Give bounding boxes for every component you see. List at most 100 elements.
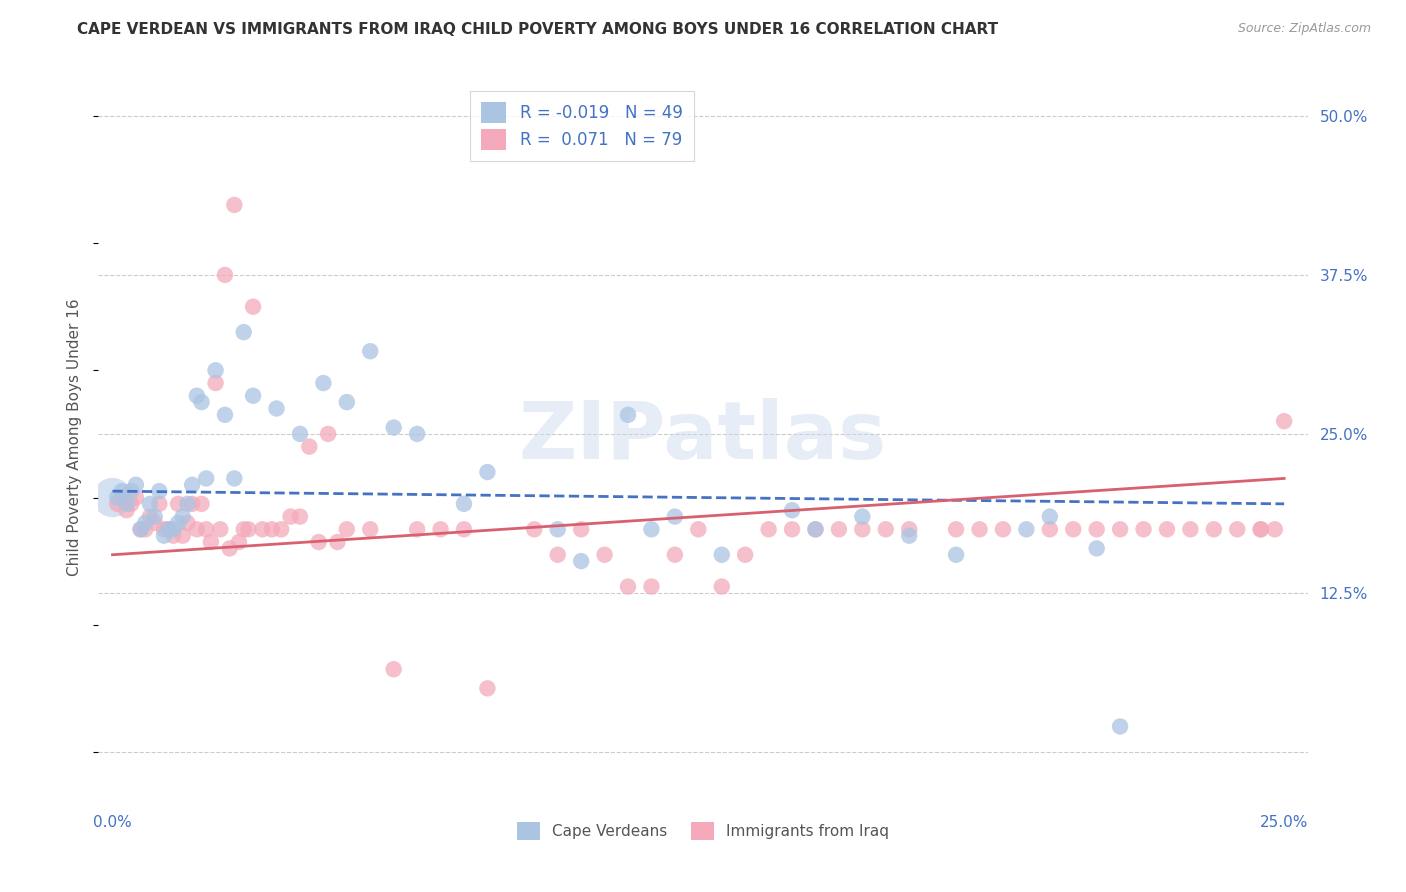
- Point: [288, 509, 311, 524]
- Point: [828, 522, 851, 536]
- Point: [115, 503, 138, 517]
- Point: [125, 491, 148, 505]
- Point: [593, 548, 616, 562]
- Point: [270, 522, 292, 536]
- Point: [308, 535, 330, 549]
- Point: [204, 376, 226, 390]
- Point: [640, 522, 662, 536]
- Point: [734, 548, 756, 562]
- Point: [167, 516, 190, 530]
- Point: [195, 471, 218, 485]
- Point: [134, 522, 156, 536]
- Point: [336, 395, 359, 409]
- Point: [190, 395, 212, 409]
- Point: [115, 497, 138, 511]
- Point: [780, 522, 803, 536]
- Point: [148, 497, 170, 511]
- Point: [228, 535, 250, 549]
- Point: [688, 522, 710, 536]
- Point: [172, 509, 194, 524]
- Point: [153, 522, 176, 536]
- Point: [569, 554, 592, 568]
- Point: [157, 522, 180, 536]
- Point: [804, 522, 827, 536]
- Point: [477, 681, 499, 696]
- Point: [1085, 541, 1108, 556]
- Point: [224, 198, 246, 212]
- Point: [232, 325, 254, 339]
- Point: [312, 376, 335, 390]
- Point: [190, 497, 212, 511]
- Y-axis label: Child Poverty Among Boys Under 16: Child Poverty Among Boys Under 16: [67, 298, 83, 576]
- Point: [617, 408, 640, 422]
- Point: [758, 522, 780, 536]
- Point: [336, 522, 359, 536]
- Point: [1109, 719, 1132, 733]
- Point: [898, 529, 921, 543]
- Point: [111, 491, 134, 505]
- Point: [851, 522, 873, 536]
- Point: [162, 529, 184, 543]
- Point: [1015, 522, 1038, 536]
- Point: [129, 522, 152, 536]
- Point: [238, 522, 260, 536]
- Point: [280, 509, 302, 524]
- Point: [1180, 522, 1202, 536]
- Point: [298, 440, 321, 454]
- Point: [176, 497, 198, 511]
- Point: [186, 522, 208, 536]
- Point: [1062, 522, 1084, 536]
- Point: [186, 389, 208, 403]
- Point: [143, 516, 166, 530]
- Point: [288, 426, 311, 441]
- Point: [1039, 509, 1062, 524]
- Point: [134, 516, 156, 530]
- Point: [1132, 522, 1154, 536]
- Point: [406, 426, 429, 441]
- Point: [969, 522, 991, 536]
- Point: [101, 491, 124, 505]
- Text: Source: ZipAtlas.com: Source: ZipAtlas.com: [1237, 22, 1371, 36]
- Point: [569, 522, 592, 536]
- Point: [406, 522, 429, 536]
- Text: ZIPatlas: ZIPatlas: [519, 398, 887, 476]
- Point: [316, 426, 339, 441]
- Point: [167, 497, 190, 511]
- Point: [181, 497, 204, 511]
- Point: [1039, 522, 1062, 536]
- Point: [804, 522, 827, 536]
- Point: [898, 522, 921, 536]
- Point: [214, 268, 236, 282]
- Point: [200, 535, 222, 549]
- Point: [139, 497, 162, 511]
- Point: [120, 484, 142, 499]
- Point: [139, 509, 162, 524]
- Point: [252, 522, 274, 536]
- Point: [453, 522, 475, 536]
- Point: [260, 522, 283, 536]
- Point: [991, 522, 1014, 536]
- Point: [242, 300, 264, 314]
- Point: [148, 484, 170, 499]
- Point: [176, 516, 198, 530]
- Point: [359, 522, 381, 536]
- Point: [382, 662, 405, 676]
- Point: [1202, 522, 1225, 536]
- Point: [875, 522, 897, 536]
- Point: [181, 477, 204, 491]
- Point: [1226, 522, 1249, 536]
- Point: [1109, 522, 1132, 536]
- Point: [266, 401, 288, 416]
- Point: [214, 408, 236, 422]
- Point: [851, 509, 873, 524]
- Point: [218, 541, 240, 556]
- Point: [640, 580, 662, 594]
- Point: [204, 363, 226, 377]
- Point: [710, 580, 733, 594]
- Point: [242, 389, 264, 403]
- Point: [1156, 522, 1178, 536]
- Point: [111, 484, 134, 499]
- Point: [326, 535, 349, 549]
- Point: [125, 477, 148, 491]
- Point: [1085, 522, 1108, 536]
